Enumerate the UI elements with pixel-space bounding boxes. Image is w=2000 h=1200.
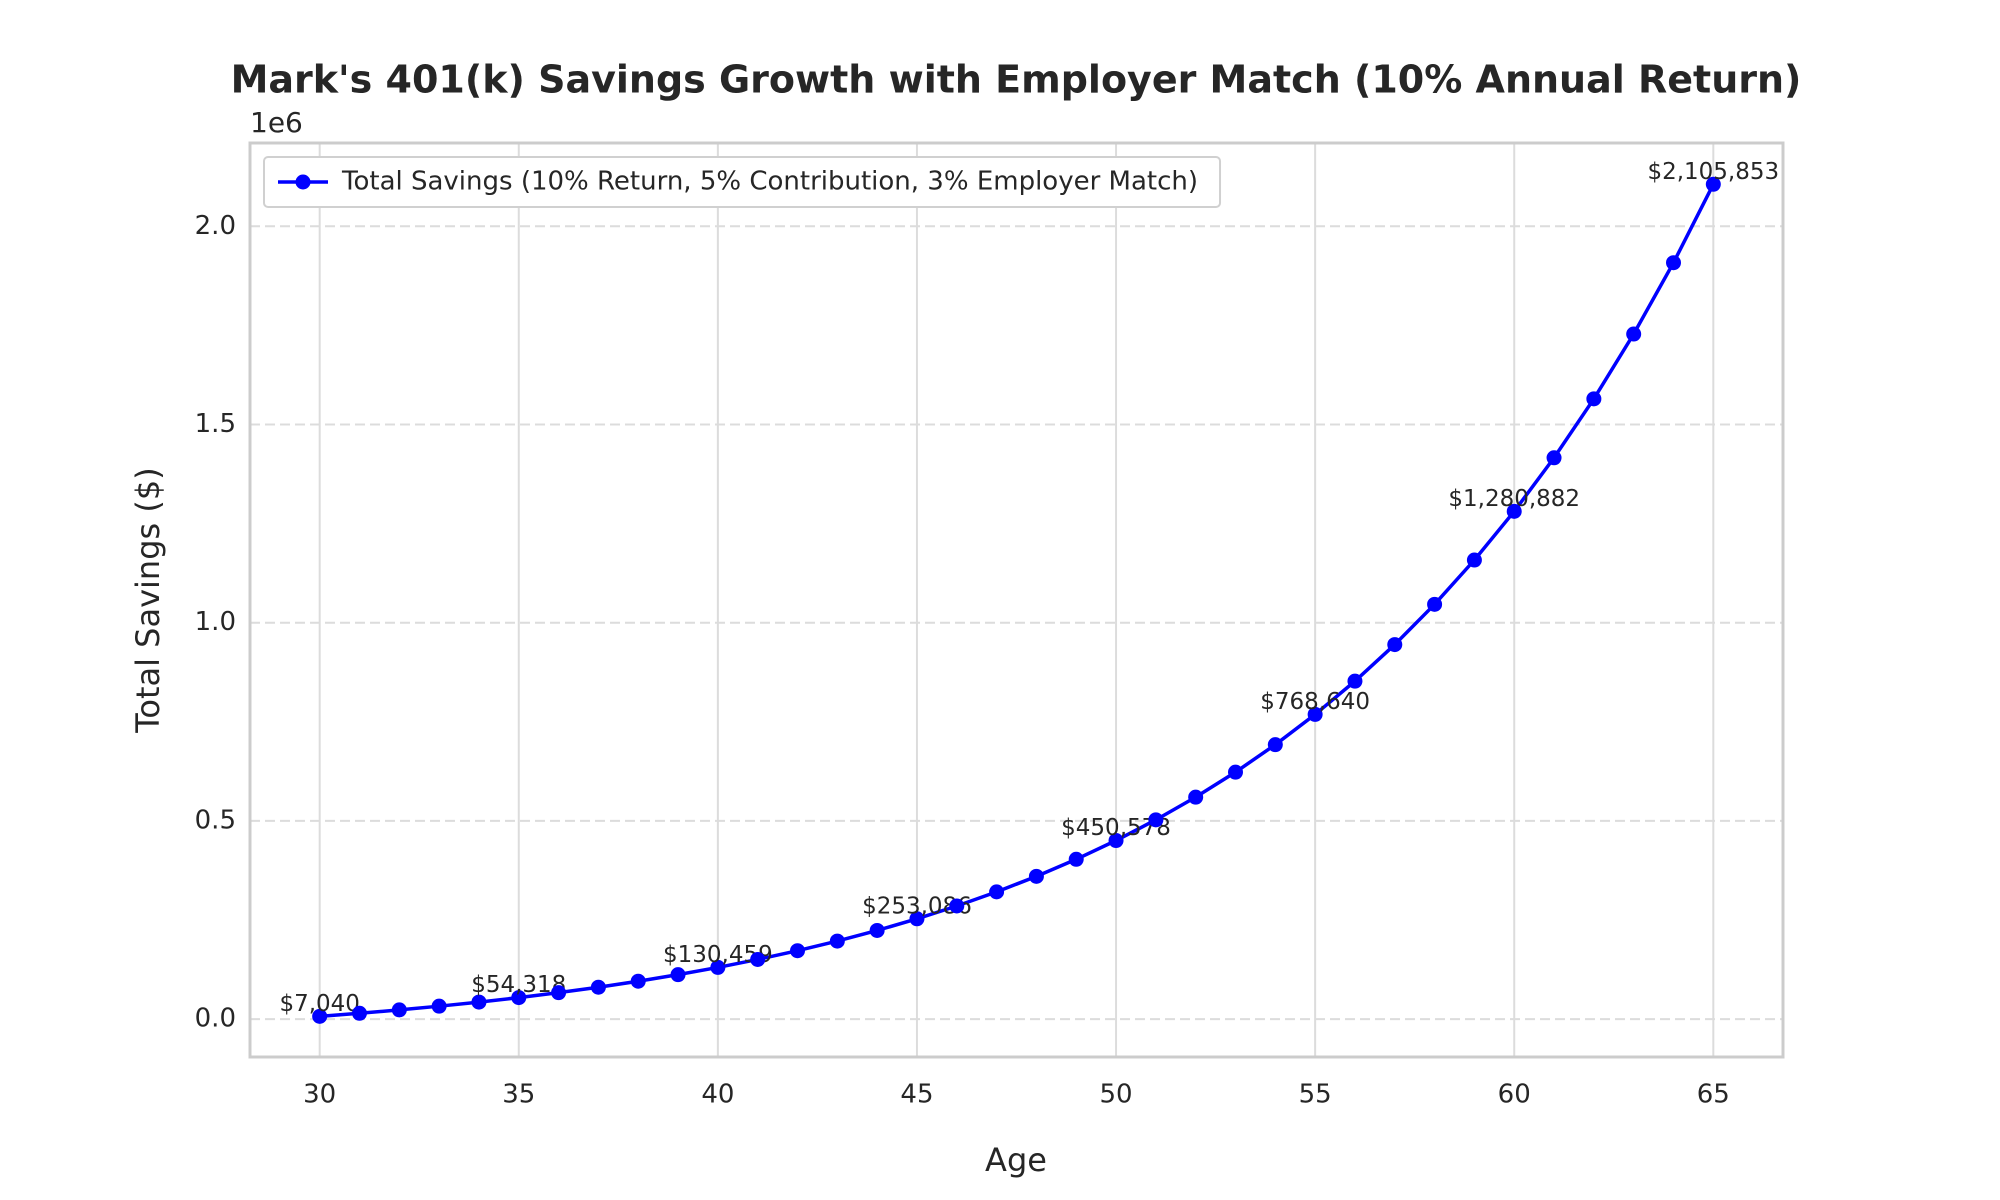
y-offset-label: 1e6 [250,106,303,139]
data-point [1705,176,1721,192]
y-tick-label: 1.0 [195,607,236,637]
series-line [319,183,1715,1019]
legend: Total Savings (10% Return, 5% Contributi… [263,156,1222,208]
data-point [1307,706,1323,722]
plot-frame [248,141,1785,1059]
data-point [551,985,567,1001]
data-point [1666,255,1681,271]
x-tick-label: 50 [1099,1080,1132,1110]
data-label: $768,640 [1260,689,1370,715]
data-point [1228,764,1243,780]
data-point [1506,503,1522,519]
y-axis-label: Total Savings ($) [129,467,167,733]
data-point [391,1002,407,1018]
data-point [590,979,606,995]
x-tick-label: 35 [502,1080,535,1110]
x-tick-label: 30 [303,1080,336,1110]
data-point [869,922,885,938]
x-axis-label: Age [985,1141,1047,1179]
data-point [1427,596,1443,612]
y-tick-label: 1.5 [195,409,236,439]
data-point [1028,868,1044,884]
data-point [630,973,646,989]
x-tick-label: 65 [1697,1080,1730,1110]
data-point [1068,851,1084,867]
data-point [1546,450,1562,466]
data-point [1148,812,1164,828]
data-point [829,933,845,949]
data-point [431,998,447,1014]
data-point [312,1008,328,1024]
data-point [352,1005,367,1021]
chart-title: Mark's 401(k) Savings Growth with Employ… [231,58,1802,102]
y-tick-label: 0.5 [195,805,236,835]
data-point [1267,737,1283,753]
data-point [989,884,1005,900]
data-point [1626,326,1642,342]
y-tick-label: 2.0 [195,211,236,241]
data-point [1347,673,1363,689]
x-tick-label: 40 [701,1080,734,1110]
data-point [1108,833,1124,849]
data-point [750,951,766,967]
legend-box [263,156,1222,208]
data-point [1586,391,1602,407]
legend-label: Total Savings (10% Return, 5% Contributi… [341,167,1198,197]
data-point [1466,552,1482,568]
data-label: $1,280,882 [1448,486,1580,512]
data-point [1188,789,1204,805]
legend-marker [295,174,311,190]
data-label: $2,105,853 [1647,159,1779,185]
data-point [471,994,487,1010]
data-point [670,967,686,983]
data-label: $7,040 [279,991,359,1017]
data-point [511,990,527,1006]
x-tick-label: 45 [900,1080,933,1110]
y-tick-label: 0.0 [195,1004,236,1034]
data-label: $54,318 [471,972,566,998]
x-tick-label: 55 [1299,1080,1332,1110]
data-point [710,959,726,975]
data-point [909,911,925,927]
data-point [790,943,805,959]
data-point [949,898,965,914]
data-point [1387,637,1403,653]
x-tick-label: 60 [1498,1080,1531,1110]
